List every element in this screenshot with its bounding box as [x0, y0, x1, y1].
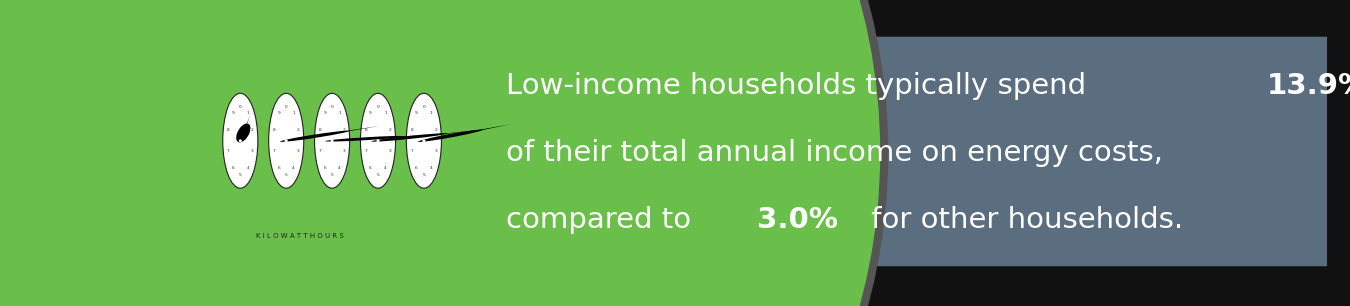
Ellipse shape — [223, 93, 258, 188]
Text: 0: 0 — [285, 105, 288, 109]
Text: 7: 7 — [273, 149, 275, 153]
Text: 9: 9 — [231, 111, 235, 115]
Text: 0: 0 — [239, 105, 242, 109]
Polygon shape — [243, 115, 250, 134]
Text: 4: 4 — [246, 166, 250, 170]
Ellipse shape — [315, 93, 350, 188]
Text: of their total annual income on energy costs,: of their total annual income on energy c… — [506, 139, 1164, 167]
Polygon shape — [406, 130, 482, 138]
Ellipse shape — [285, 139, 288, 142]
Ellipse shape — [279, 131, 348, 142]
Ellipse shape — [360, 93, 396, 188]
Text: 0: 0 — [331, 105, 333, 109]
Text: 8: 8 — [319, 128, 321, 132]
Text: 9: 9 — [414, 111, 418, 115]
Text: 0: 0 — [423, 105, 425, 109]
Text: 3.0%: 3.0% — [757, 206, 838, 234]
Text: compared to: compared to — [506, 206, 701, 234]
Text: 9: 9 — [323, 111, 327, 115]
Text: 6: 6 — [323, 166, 327, 170]
Text: 3: 3 — [297, 149, 300, 153]
Text: 3: 3 — [389, 149, 391, 153]
Text: K I L O W A T T H O U R S: K I L O W A T T H O U R S — [255, 233, 343, 239]
Text: 13.9%: 13.9% — [1266, 72, 1350, 100]
FancyBboxPatch shape — [92, 37, 1327, 266]
Text: 1: 1 — [429, 111, 433, 115]
Text: 5: 5 — [239, 173, 242, 177]
Text: 7: 7 — [227, 149, 230, 153]
Text: 6: 6 — [369, 166, 373, 170]
Text: 8: 8 — [410, 128, 413, 132]
Ellipse shape — [423, 139, 425, 142]
Text: 1: 1 — [246, 111, 250, 115]
Text: 2: 2 — [251, 128, 254, 132]
Text: 9: 9 — [369, 111, 373, 115]
Text: 3: 3 — [435, 149, 437, 153]
Text: 7: 7 — [364, 149, 367, 153]
Text: 8: 8 — [273, 128, 275, 132]
Ellipse shape — [0, 0, 880, 306]
Text: 8: 8 — [227, 128, 230, 132]
Text: 3: 3 — [343, 149, 346, 153]
Ellipse shape — [377, 139, 379, 142]
Text: 0: 0 — [377, 105, 379, 109]
Ellipse shape — [371, 133, 447, 142]
Text: 7: 7 — [319, 149, 321, 153]
Text: 2: 2 — [343, 128, 346, 132]
Ellipse shape — [418, 129, 483, 142]
Text: 4: 4 — [338, 166, 342, 170]
Text: 6: 6 — [231, 166, 235, 170]
Text: 1: 1 — [383, 111, 387, 115]
Text: 8: 8 — [364, 128, 367, 132]
Polygon shape — [312, 126, 381, 137]
Ellipse shape — [0, 0, 888, 306]
Ellipse shape — [239, 139, 242, 142]
Text: 6: 6 — [277, 166, 281, 170]
Text: 4: 4 — [383, 166, 387, 170]
Text: 9: 9 — [277, 111, 281, 115]
Text: 1: 1 — [338, 111, 342, 115]
Polygon shape — [363, 134, 443, 139]
Ellipse shape — [406, 93, 441, 188]
Text: 5: 5 — [331, 173, 333, 177]
Ellipse shape — [269, 93, 304, 188]
Text: 6: 6 — [414, 166, 418, 170]
Ellipse shape — [331, 139, 333, 142]
Text: Low-income households typically spend: Low-income households typically spend — [506, 72, 1096, 100]
Text: 5: 5 — [377, 173, 379, 177]
Text: 4: 4 — [429, 166, 433, 170]
Ellipse shape — [236, 124, 251, 142]
Text: 2: 2 — [297, 128, 300, 132]
Text: 5: 5 — [285, 173, 288, 177]
Text: 7: 7 — [410, 149, 413, 153]
Ellipse shape — [325, 136, 406, 142]
Text: 2: 2 — [435, 128, 437, 132]
Polygon shape — [448, 124, 512, 136]
Text: 3: 3 — [251, 149, 254, 153]
Text: for other households.: for other households. — [861, 206, 1183, 234]
Text: 5: 5 — [423, 173, 425, 177]
Text: 2: 2 — [389, 128, 391, 132]
Text: 4: 4 — [292, 166, 296, 170]
Text: 1: 1 — [292, 111, 296, 115]
